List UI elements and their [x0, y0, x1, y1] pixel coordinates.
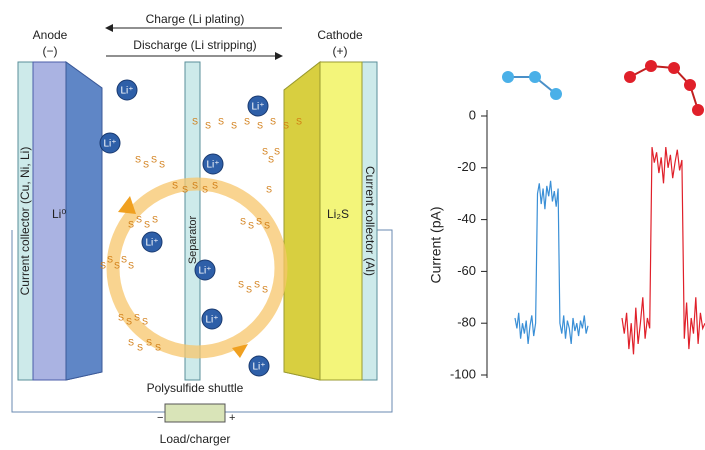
plus-label: + — [229, 412, 235, 424]
sulfur-atom: S — [159, 159, 165, 169]
ion-label: Li⁺ — [198, 266, 211, 277]
figure: − + Load/charger Current collector (Cu, … — [0, 0, 705, 450]
trace — [622, 147, 705, 354]
sulfur-atom: S — [118, 312, 124, 322]
sulfur-atom: S — [270, 116, 276, 126]
sulfur-atom: S — [128, 219, 134, 229]
anode-material: Li⁰ — [52, 207, 66, 221]
sulfur-atom: S — [266, 184, 272, 194]
ion-label: Li⁺ — [252, 362, 265, 373]
sulfur-atom: S — [257, 120, 263, 130]
sulfur-atom: S — [134, 312, 140, 322]
sulfur-atom: S — [137, 342, 143, 352]
red-molecule — [624, 60, 704, 116]
sulfur-atom: S — [100, 260, 106, 270]
sulfur-atom: S — [142, 316, 148, 326]
sulfur-atom: S — [231, 120, 237, 130]
sulfur-atom: S — [238, 279, 244, 289]
ion-label: Li⁺ — [145, 238, 158, 249]
sulfur-atom: S — [256, 216, 262, 226]
load-label: Load/charger — [160, 432, 231, 446]
ion-label: Li⁺ — [103, 139, 116, 150]
anode-side — [66, 62, 102, 380]
cathode-material: Li₂S — [327, 207, 349, 221]
y-tick-label: -20 — [457, 159, 476, 174]
sulfur-atom: S — [114, 260, 120, 270]
sulfur-atom: S — [146, 337, 152, 347]
sulfur-atom: S — [107, 254, 113, 264]
y-axis-label: Current (pA) — [428, 206, 444, 283]
sulfur-atom: S — [212, 180, 218, 190]
ion-label: Li⁺ — [120, 86, 133, 97]
sulfur-atom: S — [121, 254, 127, 264]
load-box — [165, 404, 225, 422]
cathode-side — [284, 62, 320, 380]
sulfur-atom: S — [296, 116, 302, 126]
sulfur-atom: S — [155, 342, 161, 352]
sulfur-atom: S — [262, 284, 268, 294]
ion-label: Li⁺ — [251, 102, 264, 113]
sulfur-atom: S — [202, 184, 208, 194]
minus-label: − — [157, 412, 163, 424]
sulfur-atom: S — [240, 216, 246, 226]
page: {"diagram":{"charge":"Charge (Li plating… — [0, 0, 705, 450]
sulfur-atom: S — [135, 154, 141, 164]
discharge-label: Discharge (Li stripping) — [133, 38, 256, 52]
ion-label: Li⁺ — [206, 160, 219, 171]
y-tick-label: -40 — [457, 211, 476, 226]
sulfur-atom: S — [248, 220, 254, 230]
sulfur-atom: S — [192, 180, 198, 190]
trace — [515, 181, 588, 344]
shuttle-label: Polysulfide shuttle — [147, 381, 244, 395]
sulfur-atom: S — [172, 180, 178, 190]
y-tick-label: -100 — [450, 366, 476, 381]
y-tick-label: -60 — [457, 263, 476, 278]
sulfur-atom: S — [246, 284, 252, 294]
sulfur-atom: S — [218, 116, 224, 126]
y-tick-label: 0 — [469, 107, 476, 122]
sulfur-atom: S — [274, 146, 280, 156]
sulfur-atom: S — [264, 220, 270, 230]
sulfur-atom: S — [143, 159, 149, 169]
sulfur-atom: S — [128, 337, 134, 347]
sulfur-atom: S — [144, 219, 150, 229]
sulfur-atom: S — [128, 260, 134, 270]
cathode-sign: (+) — [333, 44, 348, 58]
cathode-label: Cathode — [317, 28, 363, 42]
sulfur-atom: S — [126, 316, 132, 326]
anode-sign: (−) — [43, 44, 58, 58]
blue-molecule — [502, 71, 562, 100]
left-collector-label: Current collector (Cu, Ni, Li) — [18, 147, 32, 296]
sulfur-atom: S — [244, 116, 250, 126]
ion-label: Li⁺ — [205, 315, 218, 326]
sulfur-atom: S — [192, 116, 198, 126]
sulfur-atom: S — [283, 120, 289, 130]
y-tick-label: -80 — [457, 315, 476, 330]
sulfur-atom: S — [136, 214, 142, 224]
sulfur-atom: S — [254, 279, 260, 289]
charge-label: Charge (Li plating) — [146, 12, 245, 26]
sulfur-atom: S — [205, 120, 211, 130]
right-collector-label: Current collector (Al) — [363, 166, 377, 276]
separator-label: Separator — [187, 216, 199, 265]
sulfur-atom: S — [182, 184, 188, 194]
sulfur-atom: S — [152, 214, 158, 224]
anode-label: Anode — [33, 28, 68, 42]
sulfur-atom: S — [151, 154, 157, 164]
